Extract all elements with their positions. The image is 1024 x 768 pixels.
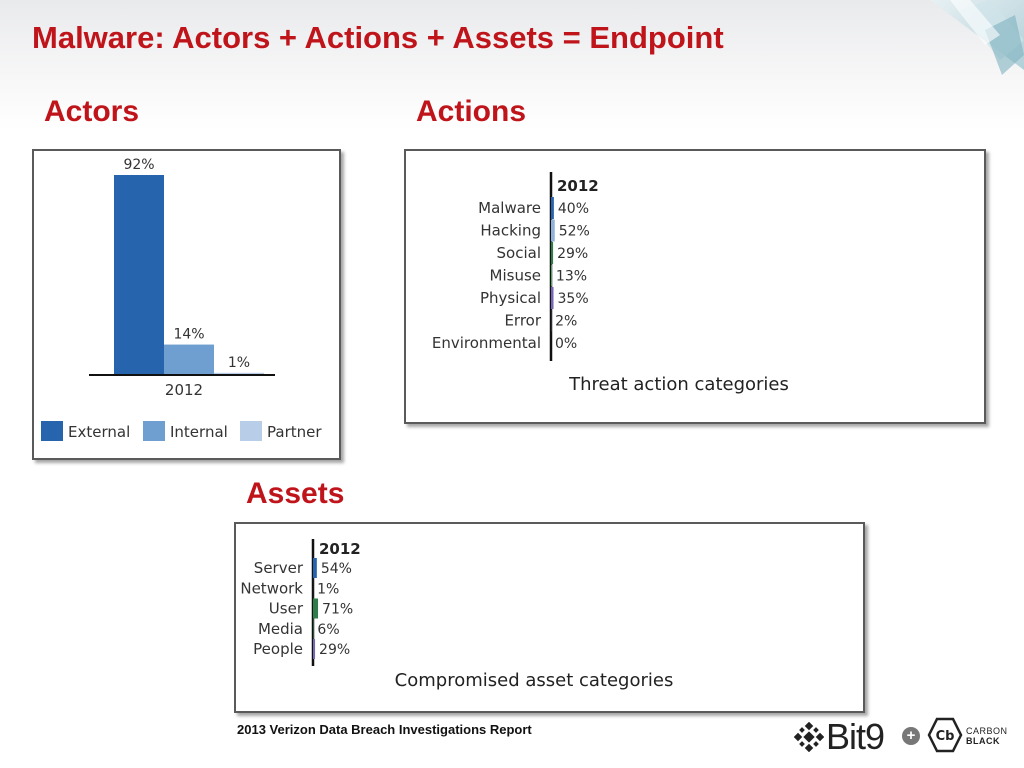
actors-value-label-0: 92% [123, 157, 154, 173]
actions-heading: Actions [416, 95, 527, 128]
actors-value-label-2: 1% [228, 355, 250, 371]
slide-title: Malware: Actors + Actions + Assets = End… [32, 20, 724, 55]
actors-legend-label-2: Partner [267, 423, 322, 441]
assets-value-label-1: 1% [317, 581, 339, 597]
actions-category-label-5: Error [504, 312, 541, 330]
actors-value-label-1: 14% [173, 327, 204, 343]
header-band [0, 0, 1024, 130]
assets-chart-title: Compromised asset categories [395, 670, 674, 691]
actions-value-label-4: 35% [558, 291, 589, 307]
actions-chart-title: Threat action categories [568, 374, 789, 395]
carbon-text: CARBON [966, 726, 1008, 736]
bit9-diamond-icon [794, 722, 824, 752]
assets-value-label-4: 29% [319, 642, 350, 658]
actions-category-label-4: Physical [480, 289, 541, 307]
assets-heading: Assets [246, 477, 345, 510]
actions-chart-panel: 2012 Malware 40% Hacking 52% Social 29% Misuse 1… [404, 149, 986, 424]
actors-heading: Actors [44, 95, 140, 128]
assets-category-label-0: Server [254, 559, 304, 577]
actors-legend-label-0: External [68, 423, 130, 441]
assets-category-label-4: People [253, 640, 303, 658]
actions-value-label-2: 29% [557, 246, 588, 262]
actions-bar-2 [551, 242, 554, 264]
assets-year-label: 2012 [319, 540, 361, 558]
actors-x-label: 2012 [165, 381, 203, 399]
assets-category-label-3: Media [258, 620, 303, 638]
cb-badge-text: Cb [936, 729, 955, 744]
assets-value-label-0: 54% [321, 561, 352, 577]
actions-value-label-5: 2% [555, 314, 577, 330]
actions-bar-4 [551, 287, 554, 309]
assets-bar-4 [313, 639, 316, 659]
actions-category-label-6: Environmental [432, 334, 541, 352]
actors-bar-2 [214, 372, 264, 375]
actions-category-label-0: Malware [478, 199, 541, 217]
actions-bar-0 [551, 197, 554, 219]
logos: Bit9 + Cb CARBON BLACK [790, 714, 1020, 758]
actors-chart-panel: 92% 14% 1% 2012 External Internal Partner [32, 149, 341, 460]
actors-bar-0 [114, 175, 164, 375]
actions-category-label-1: Hacking [480, 222, 541, 240]
carbon-black-badge-icon: Cb [927, 717, 963, 753]
actions-value-label-6: 0% [555, 336, 577, 352]
source-footnote: 2013 Verizon Data Breach Investigations … [237, 722, 532, 737]
actions-chart: 2012 Malware 40% Hacking 52% Social 29% Misuse 1… [432, 172, 789, 395]
assets-bar-0 [313, 558, 317, 578]
assets-chart-panel: 2012 Server 54% Network 1% User 71% Media 6% Peop… [234, 522, 865, 713]
assets-bar-2 [313, 598, 319, 619]
actors-legend-label-1: Internal [170, 423, 228, 441]
assets-value-label-3: 6% [317, 622, 339, 638]
bit9-logo-text: Bit9 [826, 716, 885, 757]
plus-icon: + [902, 727, 920, 745]
assets-category-label-1: Network [240, 579, 303, 597]
actions-bar-1 [551, 219, 555, 242]
black-text: BLACK [966, 736, 1000, 746]
actions-category-label-3: Misuse [490, 267, 541, 285]
actions-year-label: 2012 [557, 177, 599, 195]
actions-value-label-1: 52% [559, 224, 590, 240]
assets-chart: 2012 Server 54% Network 1% User 71% Media 6% Peop… [240, 539, 674, 691]
assets-category-label-2: User [269, 600, 304, 618]
actions-category-label-2: Social [497, 244, 541, 262]
actors-bar-1 [164, 344, 214, 375]
actors-legend-swatch-1 [143, 421, 165, 441]
actors-legend-swatch-2 [240, 421, 262, 441]
actions-bar-3 [551, 264, 552, 287]
decorative-glass-icon [930, 0, 1024, 75]
actors-chart: 92% 14% 1% 2012 External Internal Partner [41, 157, 322, 441]
actions-value-label-0: 40% [558, 201, 589, 217]
assets-value-label-2: 71% [322, 602, 353, 618]
actors-legend-swatch-0 [41, 421, 63, 441]
actions-value-label-3: 13% [556, 269, 587, 285]
